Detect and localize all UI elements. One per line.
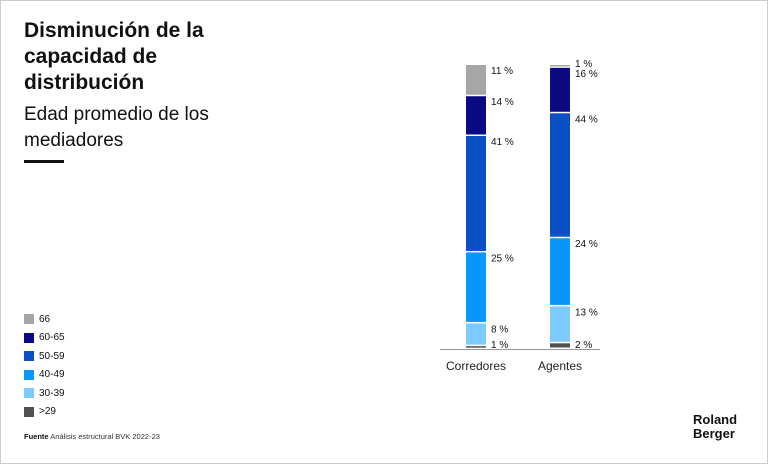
legend-item: 30-39: [24, 384, 65, 403]
legend-swatch: [24, 351, 34, 362]
data-label: 14 %: [491, 97, 514, 108]
legend-label: 50-59: [39, 350, 65, 362]
data-label: 11 %: [491, 66, 513, 77]
legend-item: 50-59: [24, 347, 65, 366]
bar-segment-agentes-40-49: [550, 238, 570, 305]
bar-segment-corredores->29: [466, 346, 486, 348]
legend-label: 40-49: [39, 369, 65, 381]
bar-segment-corredores-40-49: [466, 252, 486, 322]
legend-swatch: [24, 369, 34, 380]
bar-segment-agentes-50-59: [550, 113, 570, 237]
legend-item: 40-49: [24, 366, 65, 385]
bar-segment-agentes-60-65: [550, 67, 570, 112]
logo-line1: Roland: [693, 412, 738, 427]
legend-swatch: [24, 332, 34, 343]
data-label: 1 %: [575, 59, 592, 70]
bar-segment-corredores-50-59: [466, 136, 486, 251]
legend-label: 30-39: [39, 387, 65, 399]
bar-segment-corredores-30-39: [466, 323, 486, 345]
legend-label: >29: [39, 406, 56, 418]
legend-item: 60-65: [24, 329, 65, 348]
legend-swatch: [24, 406, 34, 417]
data-label: 2 %: [575, 340, 592, 351]
category-label: Corredores: [446, 359, 506, 373]
bar-segment-corredores-66: [466, 65, 486, 95]
legend-swatch: [24, 314, 34, 325]
legend-item: 66: [24, 310, 65, 329]
legend: 66 60-65 50-59 40-49 30-39 >29: [24, 310, 65, 421]
category-label: Agentes: [538, 359, 582, 373]
bar-segment-agentes->29: [550, 343, 570, 348]
bar-segment-agentes-66: [550, 65, 570, 67]
source-text: Análisis estructural BVK 2022-23: [50, 432, 160, 441]
bar-segment-agentes-30-39: [550, 306, 570, 342]
logo-line2: Berger: [693, 426, 735, 441]
source-label: Fuente: [24, 432, 49, 441]
source: Fuente Análisis estructural BVK 2022-23: [24, 432, 160, 441]
legend-label: 66: [39, 313, 51, 325]
data-label: 13 %: [575, 307, 598, 318]
data-label: 44 %: [575, 114, 598, 125]
logo: Roland Berger: [693, 413, 737, 441]
bar-segment-corredores-60-65: [466, 96, 486, 135]
data-label: 1 %: [491, 340, 508, 351]
data-label: 41 %: [491, 137, 514, 148]
title-rule: [24, 160, 64, 163]
legend-label: 60-65: [39, 332, 65, 344]
data-label: 8 %: [491, 324, 508, 335]
chart-subtitle: Edad promedio de los mediadores: [24, 104, 209, 151]
data-label: 24 %: [575, 239, 598, 250]
chart-title: Disminución de la capacidad de distribuc…: [24, 19, 204, 94]
data-label: 16 %: [575, 69, 598, 80]
legend-swatch: [24, 388, 34, 399]
data-label: 25 %: [491, 253, 514, 264]
legend-item: >29: [24, 403, 65, 422]
